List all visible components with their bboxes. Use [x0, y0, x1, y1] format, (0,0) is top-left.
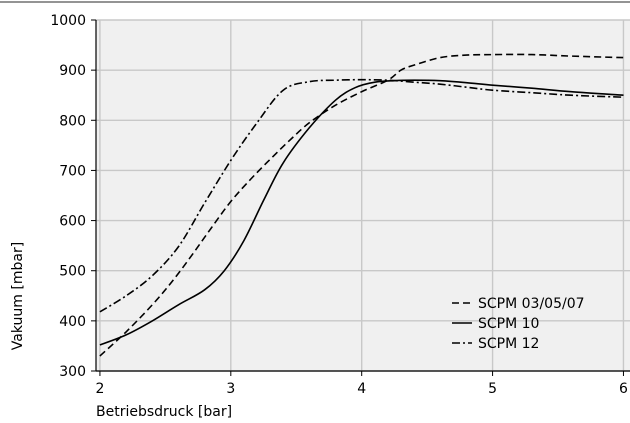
x-tick-label: 6	[619, 381, 628, 397]
legend-label-2: SCPM 10	[478, 316, 539, 332]
y-tick-label: 800	[59, 113, 86, 129]
y-tick-label: 500	[59, 264, 86, 280]
x-axis-title: Betriebsdruck [bar]	[96, 404, 232, 420]
x-tick-label: 4	[357, 381, 366, 397]
plot-area: 300 400 500 600 700 800 900 1000 2 3 4 5 6 SCPM 03/05…	[0, 1, 630, 397]
x-tick-label: 3	[226, 381, 235, 397]
y-tick-label: 900	[59, 63, 86, 79]
legend-label-1: SCPM 03/05/07	[478, 296, 585, 312]
plot-background	[96, 20, 630, 371]
x-tick-label: 2	[95, 381, 104, 397]
y-tick-label: 700	[59, 163, 86, 179]
y-tick-label: 300	[59, 364, 86, 380]
series-line-2	[99, 79, 624, 346]
legend-label-3: SCPM 12	[478, 336, 539, 352]
y-tick-label: 1000	[50, 13, 86, 29]
y-axis-title: Vakuum [mbar]	[10, 242, 26, 350]
series-line-3	[99, 78, 624, 313]
y-tick-label: 400	[59, 314, 86, 330]
y-tick-label: 600	[59, 214, 86, 230]
x-tick-label: 5	[488, 381, 497, 397]
